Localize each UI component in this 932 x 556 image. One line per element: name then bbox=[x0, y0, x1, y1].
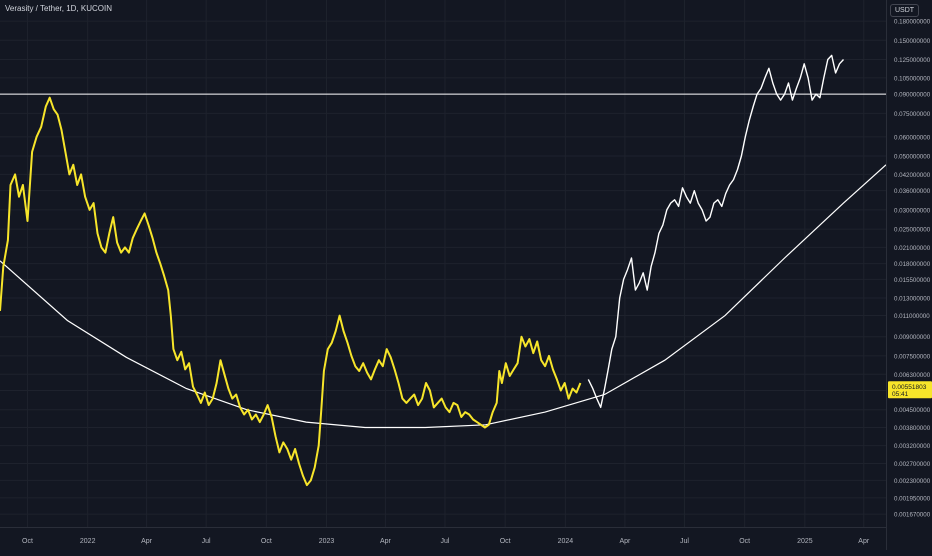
price-tag bbox=[888, 381, 932, 399]
y-tick-label: 0.002300000 bbox=[894, 478, 931, 485]
x-tick-label: Jul bbox=[680, 538, 689, 545]
x-tick-label: 2024 bbox=[558, 538, 574, 545]
y-tick-label: 0.105000000 bbox=[894, 75, 931, 82]
x-tick-label: 2025 bbox=[797, 538, 813, 545]
y-tick-label: 0.011000000 bbox=[894, 313, 930, 320]
x-tick-label: 2022 bbox=[80, 538, 96, 545]
y-tick-label: 0.001670000 bbox=[894, 512, 931, 519]
grid-layer bbox=[0, 0, 886, 527]
x-tick-label: 2023 bbox=[319, 538, 335, 545]
y-tick-label: 0.018000000 bbox=[894, 261, 931, 268]
x-tick-label: Oct bbox=[500, 538, 511, 545]
x-tick-label: Oct bbox=[261, 538, 272, 545]
x-tick-label: Oct bbox=[739, 538, 750, 545]
overlay-layer bbox=[0, 93, 886, 429]
y-tick-label: 0.030000000 bbox=[894, 207, 931, 214]
y-tick-label: 0.007500000 bbox=[894, 353, 931, 360]
time-scale[interactable]: Oct 2022 Apr Jul Oct 2023 Apr Jul Oct 2024 Apr Jul O… bbox=[0, 527, 886, 550]
price-scale-labels: 0.180000000 0.150000000 0.125000000 0.10500… bbox=[888, 19, 932, 519]
y-tick-label: 0.003200000 bbox=[894, 443, 931, 450]
price-tag-value: 0.00551803 bbox=[892, 384, 927, 391]
y-tick-label: 0.021000000 bbox=[894, 245, 931, 252]
x-tick-label: Apr bbox=[858, 538, 870, 545]
price-scale[interactable]: 0.180000000 0.150000000 0.125000000 0.10500… bbox=[886, 0, 932, 550]
y-tick-label: 0.006300000 bbox=[894, 372, 931, 379]
series-line-yellow bbox=[0, 96, 582, 487]
symbol-title: Verasity / Tether, 1D, KUCOIN bbox=[5, 4, 113, 13]
y-tick-label: 0.004500000 bbox=[894, 407, 931, 414]
y-tick-label: 0.075000000 bbox=[894, 111, 931, 118]
y-tick-label: 0.001950000 bbox=[894, 495, 931, 502]
x-tick-label: Jul bbox=[202, 538, 211, 545]
plot-area[interactable] bbox=[0, 0, 886, 527]
x-tick-label: Apr bbox=[141, 538, 153, 545]
y-tick-label: 0.002700000 bbox=[894, 461, 931, 468]
y-tick-label: 0.009000000 bbox=[894, 334, 931, 341]
series-layer bbox=[0, 54, 845, 487]
y-tick-label: 0.025000000 bbox=[894, 227, 931, 234]
x-tick-label: Oct bbox=[22, 538, 33, 545]
y-tick-label: 0.180000000 bbox=[894, 19, 931, 26]
y-tick-label: 0.090000000 bbox=[894, 92, 931, 99]
support-curve bbox=[0, 164, 886, 429]
y-tick-label: 0.013000000 bbox=[894, 295, 931, 302]
price-tag-countdown: 05:41 bbox=[892, 391, 909, 398]
currency-button[interactable]: USDT bbox=[890, 4, 920, 17]
y-tick-label: 0.150000000 bbox=[894, 38, 931, 45]
x-tick-label: Apr bbox=[380, 538, 392, 545]
x-tick-label: Jul bbox=[440, 538, 449, 545]
y-tick-label: 0.060000000 bbox=[894, 134, 931, 141]
y-tick-label: 0.036000000 bbox=[894, 188, 931, 195]
y-tick-label: 0.050000000 bbox=[894, 154, 931, 161]
x-tick-label: Apr bbox=[619, 538, 631, 545]
y-tick-label: 0.015500000 bbox=[894, 277, 931, 284]
series-line-white bbox=[587, 54, 845, 409]
time-scale-labels: Oct 2022 Apr Jul Oct 2023 Apr Jul Oct 2024 Apr Jul O… bbox=[22, 538, 870, 545]
y-tick-label: 0.042000000 bbox=[894, 172, 931, 179]
y-tick-label: 0.125000000 bbox=[894, 57, 931, 64]
y-tick-label: 0.003800000 bbox=[894, 425, 931, 432]
